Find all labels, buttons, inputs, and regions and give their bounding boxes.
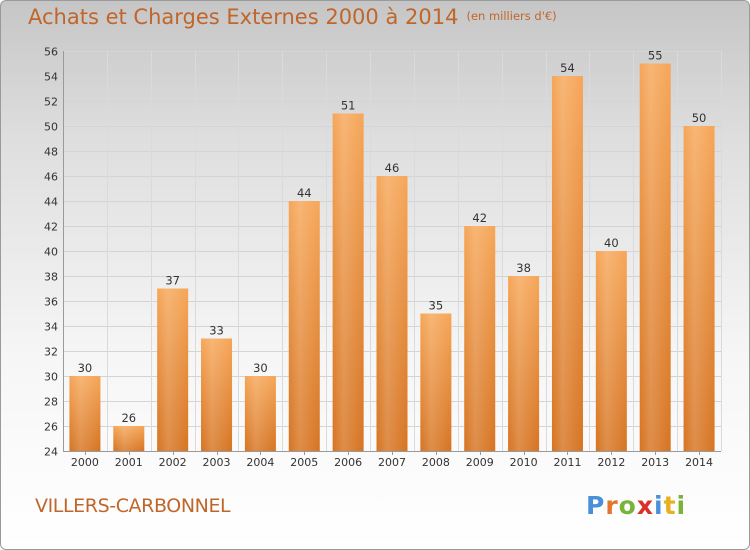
chart-title-block: Achats et Charges Externes 2000 à 2014 (e… <box>28 5 557 29</box>
proxiti-logo[interactable]: Proxiti <box>586 491 686 520</box>
x-tick-label: 2004 <box>246 456 274 469</box>
y-tick-label: 46 <box>44 171 58 184</box>
bar-value-label: 50 <box>692 111 707 125</box>
logo-letter: o <box>618 491 637 520</box>
logo-letter: P <box>586 491 606 520</box>
logo-letter: x <box>636 491 654 520</box>
bar-value-label: 55 <box>648 49 663 63</box>
bar-value-label: 37 <box>165 274 180 288</box>
y-tick-label: 28 <box>44 396 58 409</box>
bar-shine <box>201 338 233 451</box>
y-tick-label: 38 <box>44 271 58 284</box>
y-tick-label: 36 <box>44 296 58 309</box>
bars <box>69 63 715 451</box>
y-tick-label: 24 <box>44 446 58 459</box>
chart-title: Achats et Charges Externes 2000 à 2014 <box>28 5 459 29</box>
bar-value-label: 30 <box>78 361 93 375</box>
x-tick-label: 2011 <box>553 456 581 469</box>
bar-value-label: 44 <box>297 186 312 200</box>
y-tick-label: 26 <box>44 421 58 434</box>
bar-value-label: 35 <box>429 299 444 313</box>
x-tick-label: 2003 <box>203 456 231 469</box>
chart-subtitle: (en milliers d'€) <box>466 9 557 23</box>
bar-shine <box>639 63 671 451</box>
bar-shine <box>113 426 145 451</box>
y-tick-label: 48 <box>44 146 58 159</box>
y-tick-label: 32 <box>44 346 58 359</box>
y-tick-label: 50 <box>44 121 58 134</box>
x-tick-label: 2008 <box>422 456 450 469</box>
logo-letter: i <box>654 491 664 520</box>
y-tick-label: 30 <box>44 371 58 384</box>
y-tick-label: 40 <box>44 246 58 259</box>
bar-value-label: 54 <box>560 61 575 75</box>
bar-value-label: 42 <box>472 211 487 225</box>
y-tick-label: 56 <box>44 46 58 59</box>
logo-letter: r <box>605 491 619 520</box>
logo-letter: t <box>663 491 677 520</box>
bar-shine <box>288 201 320 451</box>
y-tick-label: 52 <box>44 96 58 109</box>
bar-value-label: 46 <box>385 161 400 175</box>
logo-letter: i <box>676 491 687 520</box>
x-tick-label: 2010 <box>510 456 538 469</box>
bar-value-label: 26 <box>121 411 136 425</box>
y-tick-label: 44 <box>44 196 58 209</box>
bar-value-label: 38 <box>516 261 531 275</box>
bar-shine <box>683 126 715 451</box>
x-tick-label: 2005 <box>290 456 318 469</box>
x-tick-label: 2002 <box>159 456 187 469</box>
x-axis: 2000 2001 2002 2003 2004 2005 2006 2007 2008 2009… <box>71 451 713 469</box>
bar-shine <box>157 288 189 451</box>
x-tick-label: 2007 <box>378 456 406 469</box>
bar-value-label: 40 <box>604 236 619 250</box>
bar-shine <box>244 376 276 451</box>
y-axis: 24 26 28 30 32 34 36 38 40 42 44 46 48 50 52 54 56 <box>44 46 721 459</box>
y-tick-label: 34 <box>44 321 58 334</box>
x-tick-label: 2013 <box>641 456 669 469</box>
bar-shine <box>508 276 540 451</box>
bar-shine <box>332 113 364 451</box>
x-tick-label: 2006 <box>334 456 362 469</box>
y-tick-label: 54 <box>44 71 58 84</box>
bar-value-label: 33 <box>209 324 224 338</box>
x-tick-label: 2014 <box>685 456 713 469</box>
x-tick-label: 2009 <box>466 456 494 469</box>
x-tick-label: 2001 <box>115 456 143 469</box>
commune-name: VILLERS-CARBONNEL <box>35 495 231 517</box>
x-tick-label: 2000 <box>71 456 99 469</box>
bar-value-label: 51 <box>341 99 356 113</box>
bar-shine <box>551 76 583 451</box>
bar-shine <box>69 376 101 451</box>
x-tick-label: 2012 <box>597 456 625 469</box>
bar-value-label: 30 <box>253 361 268 375</box>
bar-shine <box>595 251 627 451</box>
bar-shine <box>420 313 452 451</box>
bar-shine <box>376 176 408 451</box>
y-tick-label: 42 <box>44 221 58 234</box>
data-labels: 30 26 37 33 30 44 51 46 35 42 38 54 40 55 50 <box>78 49 707 426</box>
bar-shine <box>464 226 496 451</box>
